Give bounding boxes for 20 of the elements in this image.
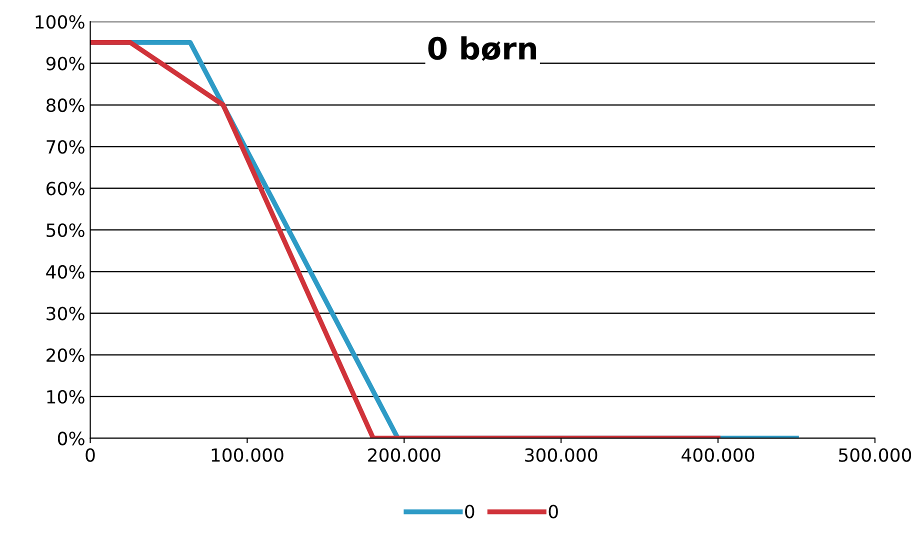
x-tick-label: 500.000 [839,448,912,462]
x-tick-label: 0 [86,448,95,462]
y-tick-label: 80% [46,98,84,112]
y-tick-label: 40% [46,265,84,279]
x-tick-label: 400.000 [682,448,754,462]
y-tick-label: 90% [46,56,84,70]
y-tick-label: 100% [36,15,84,29]
x-tick-label: 100.000 [212,448,284,462]
y-tick-label: 70% [46,140,84,154]
chart-title: 0 børn [428,36,536,61]
y-tick-label: 50% [46,223,84,238]
y-tick-label: 20% [46,348,84,362]
legend-label: 0 [465,504,474,518]
y-tick-label: 10% [47,390,84,404]
y-tick-label: 0% [58,432,84,446]
x-tick-label: 200.000 [368,448,440,462]
y-tick-label: 30% [46,306,84,320]
x-tick-label: 300.000 [525,448,598,462]
legend-label: 0 [548,504,558,518]
y-tick-label: 60% [46,182,84,196]
